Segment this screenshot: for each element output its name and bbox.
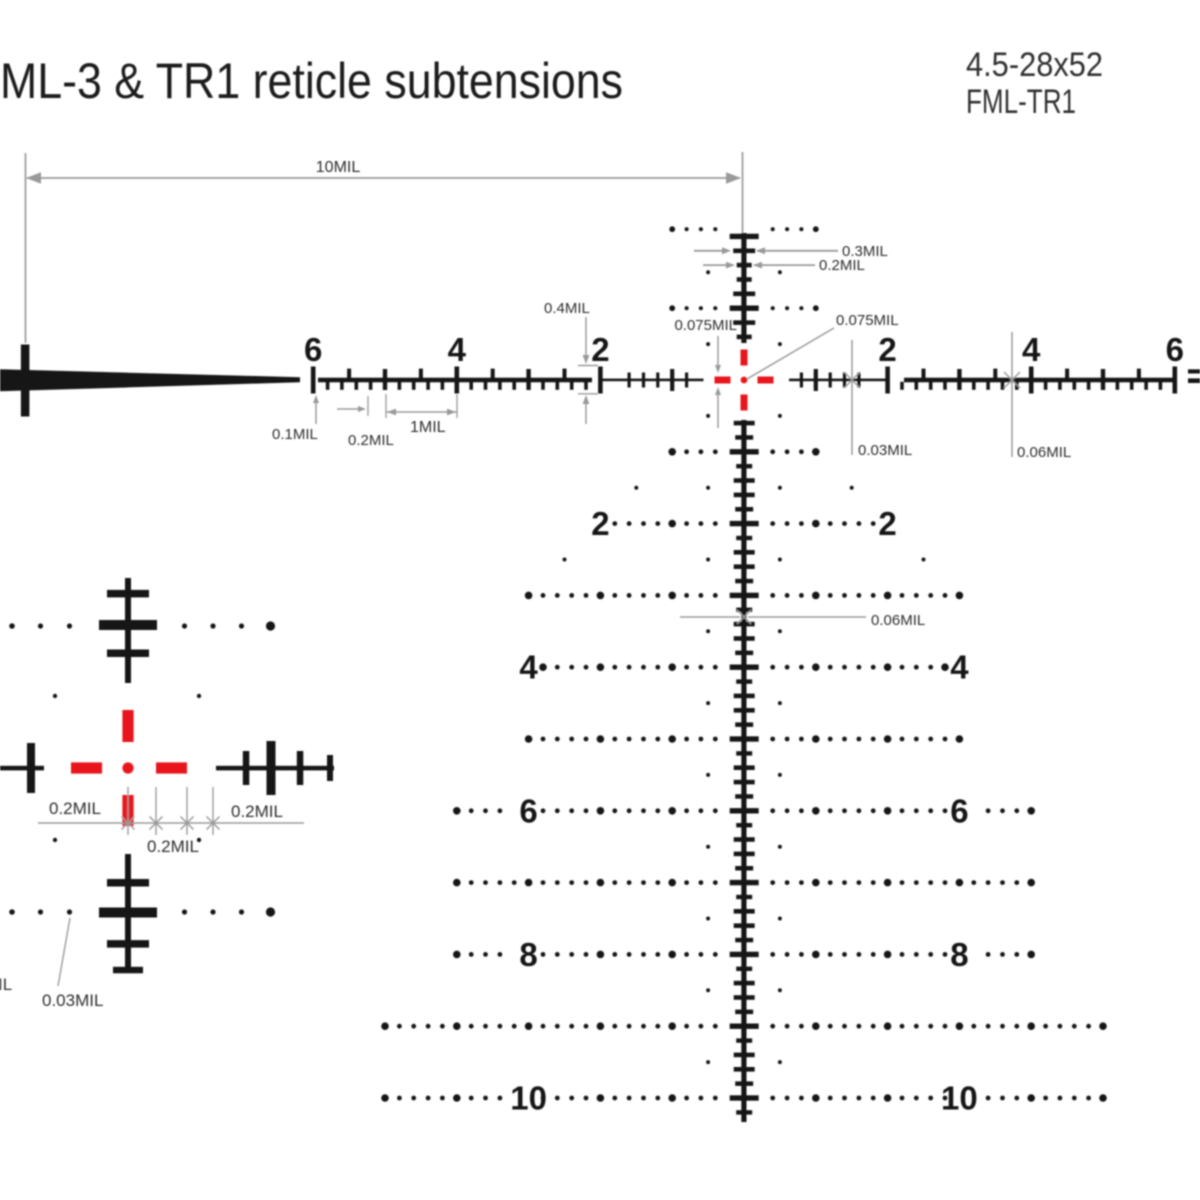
svg-text:0.3MIL: 0.3MIL bbox=[842, 243, 888, 260]
svg-text:IL: IL bbox=[0, 975, 12, 994]
svg-text:4: 4 bbox=[950, 649, 969, 686]
svg-text:0.1MIL: 0.1MIL bbox=[272, 426, 318, 443]
svg-text:0.03MIL: 0.03MIL bbox=[42, 991, 103, 1010]
svg-text:0.2MIL: 0.2MIL bbox=[147, 837, 199, 856]
svg-text:10: 10 bbox=[941, 1080, 978, 1117]
svg-text:0.03MIL: 0.03MIL bbox=[858, 442, 912, 459]
svg-text:6: 6 bbox=[304, 331, 322, 368]
svg-text:0.075MIL: 0.075MIL bbox=[674, 317, 737, 334]
svg-text:FML-TR1: FML-TR1 bbox=[966, 83, 1076, 121]
svg-text:2: 2 bbox=[591, 331, 609, 368]
svg-text:2: 2 bbox=[878, 331, 896, 368]
svg-text:0.06MIL: 0.06MIL bbox=[871, 612, 925, 629]
svg-text:0.06MIL: 0.06MIL bbox=[1017, 444, 1071, 461]
svg-text:2: 2 bbox=[878, 505, 896, 542]
svg-text:2: 2 bbox=[591, 505, 609, 542]
svg-text:6: 6 bbox=[1166, 331, 1184, 368]
svg-text:0.2MIL: 0.2MIL bbox=[348, 432, 394, 449]
svg-text:6: 6 bbox=[950, 792, 968, 829]
svg-text:10MIL: 10MIL bbox=[316, 159, 361, 176]
svg-text:6: 6 bbox=[519, 792, 537, 829]
svg-text:4: 4 bbox=[1022, 331, 1041, 368]
svg-text:4.5-28x52: 4.5-28x52 bbox=[966, 46, 1103, 84]
svg-text:0.4MIL: 0.4MIL bbox=[544, 300, 590, 317]
svg-text:8: 8 bbox=[519, 936, 537, 973]
svg-text:0.075MIL: 0.075MIL bbox=[836, 312, 899, 329]
svg-text:ML-3 & TR1 reticle subtensions: ML-3 & TR1 reticle subtensions bbox=[0, 53, 623, 109]
svg-text:8: 8 bbox=[950, 936, 968, 973]
svg-text:0.2MIL: 0.2MIL bbox=[49, 799, 101, 818]
svg-text:4: 4 bbox=[519, 649, 538, 686]
svg-text:1MIL: 1MIL bbox=[410, 419, 446, 436]
svg-text:4: 4 bbox=[448, 331, 467, 368]
svg-text:10: 10 bbox=[510, 1080, 547, 1117]
svg-text:0.2MIL: 0.2MIL bbox=[231, 802, 283, 821]
svg-text:0.2MIL: 0.2MIL bbox=[819, 257, 865, 274]
